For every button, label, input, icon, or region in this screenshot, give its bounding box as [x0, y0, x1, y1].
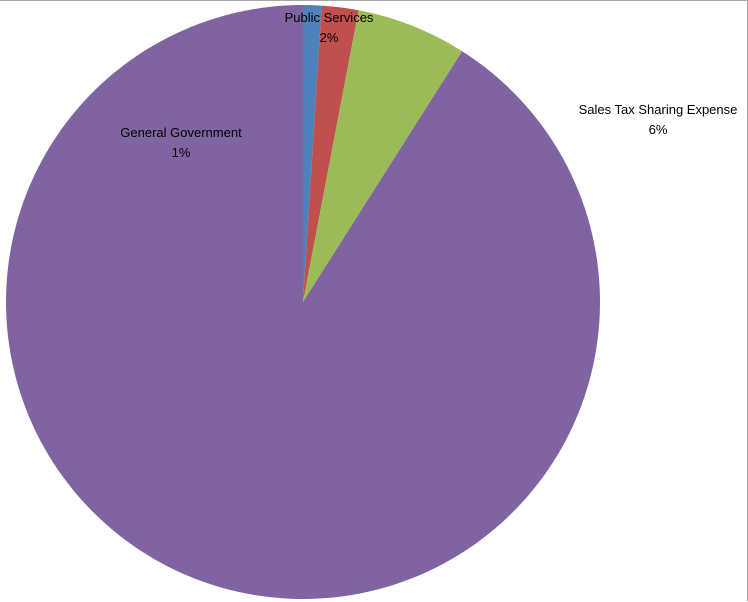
data-label-sales-tax-sharing: Sales Tax Sharing Expense 6%: [579, 102, 738, 137]
data-label-percent: 2%: [320, 30, 339, 45]
data-label-general-government: General Government 1%: [120, 125, 242, 160]
data-label-name: General Government: [120, 125, 242, 140]
pie-slices: [6, 5, 601, 600]
slice-general-government: [303, 5, 322, 302]
data-label-name: Public Services: [285, 10, 374, 25]
slice-public-services: [303, 5, 359, 303]
data-label-percent: 1%: [172, 145, 191, 160]
data-label-public-services: Public Services 2%: [285, 10, 374, 45]
pie-data-labels: General Government 1% Public Services 2%…: [120, 10, 737, 160]
data-label-name: Sales Tax Sharing Expense: [579, 102, 738, 117]
slice-largest: [6, 5, 601, 600]
data-label-percent: 6%: [649, 122, 668, 137]
slice-sales-tax-sharing: [303, 10, 463, 303]
